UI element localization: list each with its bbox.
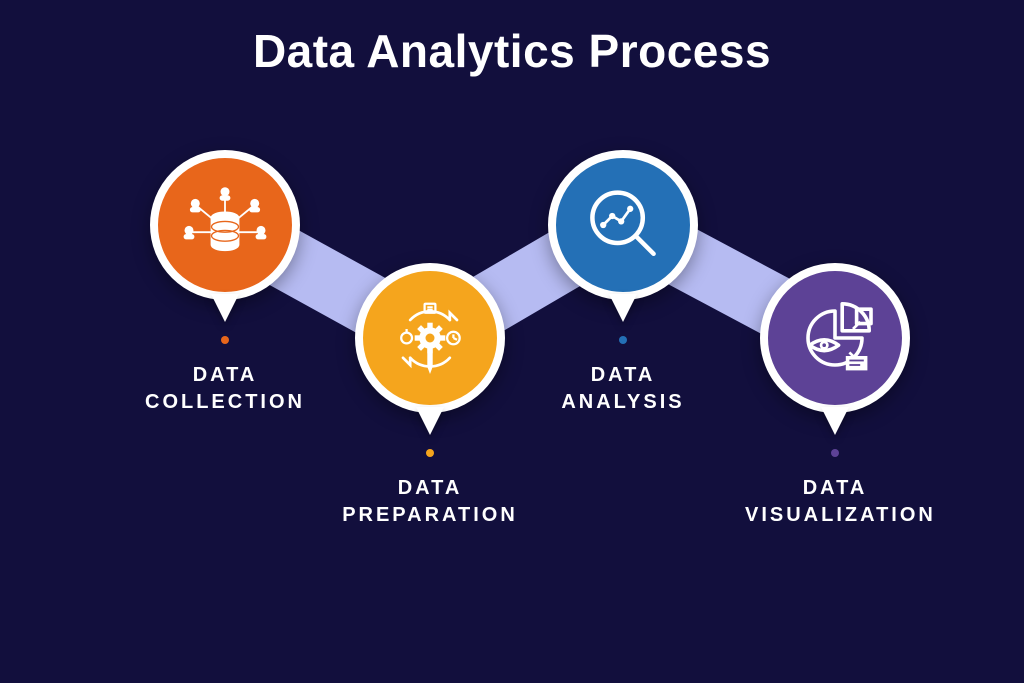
process-gear-icon (385, 293, 475, 383)
step-data-preparation: DATA PREPARATION (340, 263, 520, 529)
pin-data-collection (150, 150, 300, 300)
pin-tip (609, 294, 637, 322)
pin-tip (211, 294, 239, 322)
step-label: DATA ANALYSIS (533, 362, 713, 416)
infographic-stage: Data Analytics Process (0, 0, 1024, 683)
database-network-icon (180, 180, 270, 270)
step-data-analysis: DATA ANALYSIS (533, 150, 713, 416)
step-label: DATA VISUALIZATION (745, 475, 925, 529)
step-label: DATA COLLECTION (135, 362, 315, 416)
step-dot (221, 336, 229, 344)
step-dot (426, 449, 434, 457)
step-dot (831, 449, 839, 457)
step-label: DATA PREPARATION (340, 475, 520, 529)
page-title: Data Analytics Process (0, 24, 1024, 78)
pie-eye-chart-icon (790, 293, 880, 383)
pin-tip (821, 407, 849, 435)
step-dot (619, 336, 627, 344)
step-data-collection: DATA COLLECTION (135, 150, 315, 416)
pin-data-analysis (548, 150, 698, 300)
magnifier-chart-icon (578, 180, 668, 270)
step-data-visualization: DATA VISUALIZATION (745, 263, 925, 529)
pin-tip (416, 407, 444, 435)
pin-data-visualization (760, 263, 910, 413)
pin-data-preparation (355, 263, 505, 413)
